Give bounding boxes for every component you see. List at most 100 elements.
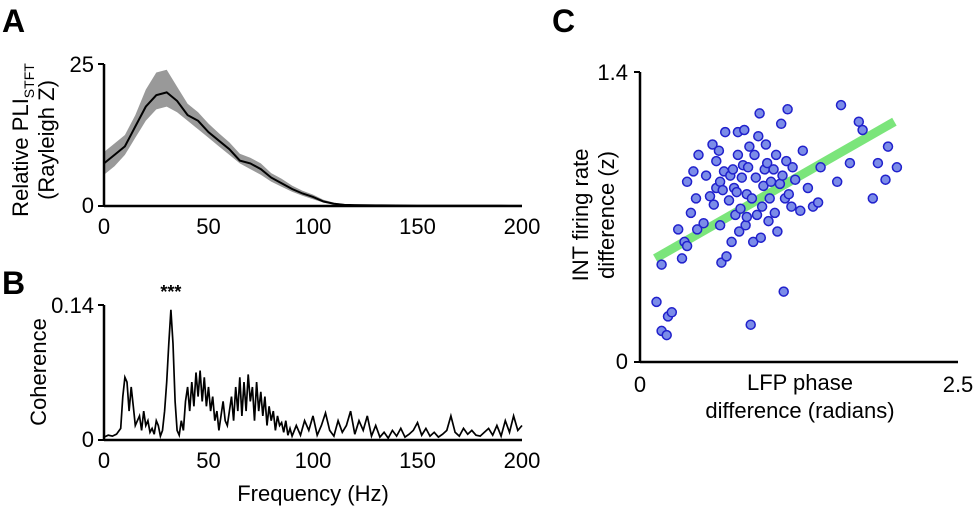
- scatter-point: [742, 162, 754, 173]
- scatter-point: [749, 149, 760, 161]
- scatter-point: [778, 286, 789, 297]
- panel-c-ytick-label: 1.4: [597, 60, 628, 85]
- scatter-point: [717, 184, 728, 196]
- scatter-point: [685, 207, 697, 219]
- panel-c-chart: 1.4 0 0 2.5 LFP phase difference (radian…: [568, 60, 973, 423]
- scatter-point: [698, 217, 709, 229]
- scatter-point: [891, 162, 903, 173]
- scatter-point: [745, 319, 756, 330]
- scatter-point: [740, 220, 751, 231]
- scatter-point: [746, 193, 758, 204]
- scatter-point: [672, 224, 684, 235]
- scatter-point: [763, 215, 774, 227]
- panel-c-ylabel-line1: INT firing rate: [568, 149, 593, 282]
- panel-b-coherence-line: [103, 309, 523, 440]
- panel-a-ylabel-subscript: STFT: [21, 63, 37, 98]
- panel-a-ylabel-line2: (Rayleigh Z): [34, 80, 59, 200]
- scatter-point: [732, 149, 744, 161]
- scatter-point: [721, 251, 732, 262]
- scatter-point: [666, 307, 678, 318]
- panel-a-error-band: [104, 69, 522, 206]
- panel-a-xtick-label: 50: [196, 214, 220, 239]
- panel-c-xlabel-line2: difference (radians): [705, 398, 894, 423]
- scatter-point: [708, 199, 720, 210]
- scatter-point: [831, 176, 843, 188]
- scatter-point: [765, 176, 777, 188]
- panel-label-a: A: [2, 3, 25, 39]
- scatter-point: [755, 232, 767, 243]
- panel-c-ytick-label: 0: [616, 349, 628, 374]
- panel-a-ylabel-main: Relative PLI: [8, 98, 33, 217]
- panel-b-xtick-label: 200: [504, 448, 541, 473]
- panel-a-xtick-label: 100: [295, 214, 332, 239]
- scatter-point: [802, 182, 814, 194]
- panel-a-ylabel: Relative PLISTFT (Rayleigh Z): [8, 63, 59, 217]
- scatter-point: [704, 191, 716, 202]
- scatter-point: [789, 174, 801, 185]
- scatter-point: [760, 139, 772, 150]
- scatter-point: [835, 99, 847, 111]
- scatter-point: [872, 157, 884, 169]
- scatter-point: [812, 197, 824, 208]
- panel-a-xtick-label: 150: [399, 214, 436, 239]
- scatter-point: [688, 166, 699, 177]
- scatter-point: [744, 141, 755, 152]
- scatter-point: [713, 145, 725, 156]
- scatter-point: [693, 149, 704, 161]
- svg-text:Relative PLISTFT: Relative PLISTFT: [8, 63, 37, 217]
- panel-c-ylabel: INT firing rate difference (z): [568, 149, 619, 282]
- panel-c-ylabel-line2: difference (z): [594, 151, 619, 279]
- scatter-point: [733, 226, 745, 237]
- scatter-point: [753, 130, 764, 142]
- scatter-point: [711, 155, 722, 167]
- scatter-point: [770, 149, 782, 161]
- scatter-point: [751, 209, 763, 221]
- scatter-point: [775, 118, 787, 130]
- scatter-point: [777, 170, 788, 181]
- scatter-point: [714, 220, 726, 231]
- scatter-point: [853, 116, 865, 127]
- scatter-point: [786, 201, 797, 212]
- scatter-point: [783, 188, 795, 200]
- scatter-point: [857, 124, 868, 136]
- scatter-point: [727, 164, 739, 175]
- panel-b-xtick-label: 0: [98, 448, 110, 473]
- panel-b-xtick-label: 150: [399, 448, 436, 473]
- panel-c-points: [651, 99, 903, 341]
- scatter-point: [782, 104, 793, 115]
- panel-b-xtick-label: 100: [295, 448, 332, 473]
- panel-c-xlabel-line1: LFP phase: [747, 370, 853, 395]
- scatter-point: [723, 195, 735, 206]
- scatter-point: [661, 329, 672, 341]
- scatter-point: [691, 224, 703, 235]
- panel-b-chart: 0.14 0 0 50 100 150 200 Frequency (Hz) C…: [26, 282, 540, 506]
- scatter-point: [735, 203, 746, 214]
- scatter-point: [795, 205, 806, 217]
- scatter-point: [731, 186, 742, 198]
- scatter-point: [844, 157, 856, 169]
- scatter-point: [797, 145, 809, 156]
- scatter-point: [656, 259, 667, 270]
- scatter-point: [882, 141, 894, 152]
- scatter-point: [867, 193, 879, 204]
- scatter-point: [815, 162, 826, 173]
- panel-b-ytick-label: 0.14: [51, 293, 94, 318]
- scatter-point: [736, 172, 748, 183]
- scatter-point: [700, 170, 712, 181]
- scatter-point: [761, 157, 773, 169]
- scatter-point: [880, 174, 891, 185]
- scatter-point: [787, 162, 798, 173]
- panel-a-xtick-label: 200: [504, 214, 541, 239]
- panel-c-xtick-label: 2.5: [943, 372, 974, 397]
- panel-b-xtick-label: 50: [196, 448, 220, 473]
- panel-b-significance-annotation: ***: [160, 282, 181, 302]
- panel-b-ylabel: Coherence: [26, 318, 51, 426]
- scatter-point: [741, 211, 753, 223]
- scatter-point: [754, 108, 765, 119]
- panel-b-xlabel: Frequency (Hz): [237, 481, 389, 506]
- panel-a-mean-line: [103, 91, 523, 207]
- scatter-point: [651, 296, 662, 308]
- panel-a-xtick-label: 0: [98, 214, 110, 239]
- panel-a-ytick-label: 25: [70, 52, 94, 77]
- scatter-point: [707, 139, 718, 150]
